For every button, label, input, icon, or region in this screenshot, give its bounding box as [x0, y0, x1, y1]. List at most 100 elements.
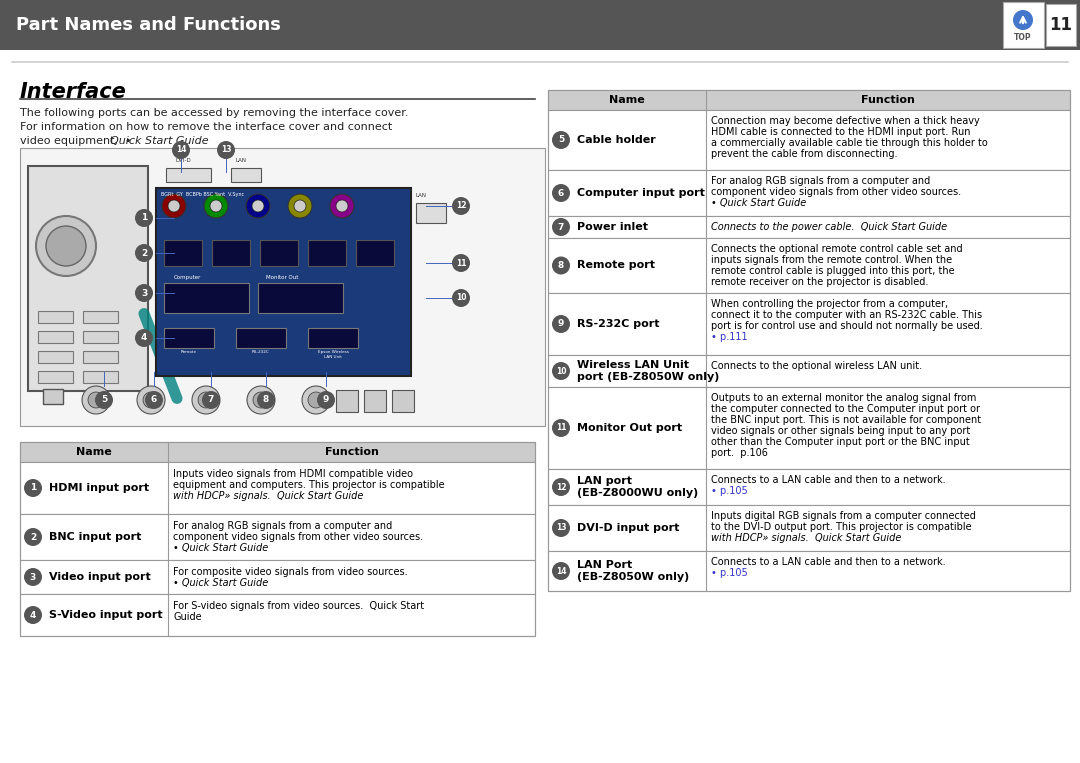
Text: Video input port: Video input port — [49, 572, 151, 582]
Bar — [28, 166, 148, 391]
Circle shape — [46, 226, 86, 266]
Circle shape — [552, 478, 570, 496]
Bar — [212, 240, 249, 266]
Circle shape — [135, 284, 153, 302]
Text: equipment and computers. This projector is compatible: equipment and computers. This projector … — [173, 480, 445, 490]
Text: 5: 5 — [100, 395, 107, 404]
Circle shape — [308, 392, 324, 408]
Text: BGRt  GY  BCBPb BSC Yant  V.Sync: BGRt GY BCBPb BSC Yant V.Sync — [161, 192, 244, 197]
Text: Connects to a LAN cable and then to a network.: Connects to a LAN cable and then to a ne… — [711, 475, 946, 485]
Text: Remote: Remote — [181, 350, 197, 354]
Circle shape — [252, 200, 264, 212]
Circle shape — [453, 254, 470, 272]
Text: Remote port: Remote port — [577, 260, 654, 271]
Text: For information on how to remove the interface cover and connect: For information on how to remove the int… — [21, 122, 392, 132]
Text: 12: 12 — [456, 201, 467, 211]
Text: Power inlet: Power inlet — [577, 222, 648, 232]
Text: other than the Computer input port or the BNC input: other than the Computer input port or th… — [711, 437, 970, 447]
Bar — [548, 238, 1070, 293]
Bar — [260, 240, 298, 266]
Text: (EB-Z8050W only): (EB-Z8050W only) — [577, 572, 689, 582]
Text: 8: 8 — [558, 261, 564, 270]
Text: .: . — [181, 136, 189, 146]
Bar — [308, 240, 346, 266]
Text: • Quick Start Guide: • Quick Start Guide — [173, 543, 268, 553]
Text: remote control cable is plugged into this port, the: remote control cable is plugged into thi… — [711, 266, 955, 276]
Text: LAN: LAN — [416, 193, 427, 198]
Circle shape — [24, 528, 42, 546]
Text: LAN: LAN — [237, 158, 247, 163]
Text: 6: 6 — [151, 395, 157, 404]
Text: component video signals from other video sources.: component video signals from other video… — [173, 532, 423, 542]
Bar — [336, 390, 357, 412]
Bar — [548, 216, 1070, 238]
Text: prevent the cable from disconnecting.: prevent the cable from disconnecting. — [711, 149, 897, 159]
Text: 4: 4 — [30, 610, 37, 620]
Text: 14: 14 — [176, 146, 186, 154]
Text: 6: 6 — [558, 188, 564, 198]
Text: Name: Name — [76, 447, 112, 457]
Text: HDMI cable is connected to the HDMI input port. Run: HDMI cable is connected to the HDMI inpu… — [711, 127, 971, 137]
Text: The following ports can be accessed by removing the interface cover.: The following ports can be accessed by r… — [21, 108, 408, 118]
Bar — [83, 371, 118, 383]
Text: 12: 12 — [556, 482, 566, 491]
Text: Connects to the optional wireless LAN unit.: Connects to the optional wireless LAN un… — [711, 361, 922, 371]
Circle shape — [336, 200, 348, 212]
FancyArrowPatch shape — [144, 314, 177, 398]
Circle shape — [24, 479, 42, 497]
Text: Outputs to an external monitor the analog signal from: Outputs to an external monitor the analo… — [711, 393, 976, 403]
Bar — [38, 351, 73, 363]
Text: Connection may become defective when a thick heavy: Connection may become defective when a t… — [711, 116, 980, 126]
Bar — [364, 390, 386, 412]
Bar — [83, 311, 118, 323]
Bar — [548, 90, 1070, 110]
Text: 7: 7 — [557, 223, 564, 231]
Text: port is for control use and should not normally be used.: port is for control use and should not n… — [711, 321, 983, 331]
Circle shape — [294, 200, 306, 212]
Circle shape — [246, 194, 270, 218]
Circle shape — [1013, 10, 1032, 30]
Text: 9: 9 — [323, 395, 329, 404]
Circle shape — [204, 194, 228, 218]
Text: to the DVI-D output port. This projector is compatible: to the DVI-D output port. This projector… — [711, 522, 972, 532]
Text: Function: Function — [861, 95, 915, 105]
Text: 14: 14 — [556, 566, 566, 575]
Text: For composite video signals from video sources.: For composite video signals from video s… — [173, 567, 407, 577]
Text: inputs signals from the remote control. When the: inputs signals from the remote control. … — [711, 255, 953, 265]
Text: Connects to the power cable.  Quick Start Guide: Connects to the power cable. Quick Start… — [711, 222, 947, 232]
Text: port.  p.106: port. p.106 — [711, 448, 768, 458]
Text: DVI-D: DVI-D — [176, 158, 192, 163]
Circle shape — [552, 131, 570, 149]
Bar — [164, 283, 249, 313]
Bar — [156, 188, 411, 376]
Bar — [231, 168, 261, 182]
Text: Name: Name — [609, 95, 645, 105]
Text: 9: 9 — [557, 320, 564, 329]
Text: LAN Port: LAN Port — [577, 560, 632, 570]
Circle shape — [87, 392, 104, 408]
Text: Epson Wireless
LAN Unit: Epson Wireless LAN Unit — [318, 350, 349, 359]
Text: component video signals from other video sources.: component video signals from other video… — [711, 187, 961, 197]
Text: Guide: Guide — [173, 612, 202, 622]
Circle shape — [552, 218, 570, 236]
Bar — [21, 148, 545, 426]
Bar — [308, 328, 357, 348]
Text: DVI-D input port: DVI-D input port — [577, 523, 679, 533]
Bar — [548, 355, 1070, 387]
Text: 2: 2 — [140, 249, 147, 257]
Text: • Quick Start Guide: • Quick Start Guide — [711, 198, 807, 208]
Circle shape — [552, 362, 570, 380]
Bar — [21, 442, 535, 636]
Text: 1: 1 — [30, 484, 36, 492]
Bar — [43, 389, 63, 404]
Text: 2: 2 — [30, 533, 36, 542]
Bar — [1047, 4, 1076, 46]
Bar — [38, 331, 73, 343]
Text: Inputs video signals from HDMI compatible video: Inputs video signals from HDMI compatibl… — [173, 469, 413, 479]
Bar — [356, 240, 394, 266]
Bar — [258, 283, 343, 313]
Circle shape — [192, 386, 220, 414]
Text: RS-232C: RS-232C — [252, 350, 270, 354]
Circle shape — [552, 256, 570, 275]
Text: Computer: Computer — [174, 275, 201, 280]
